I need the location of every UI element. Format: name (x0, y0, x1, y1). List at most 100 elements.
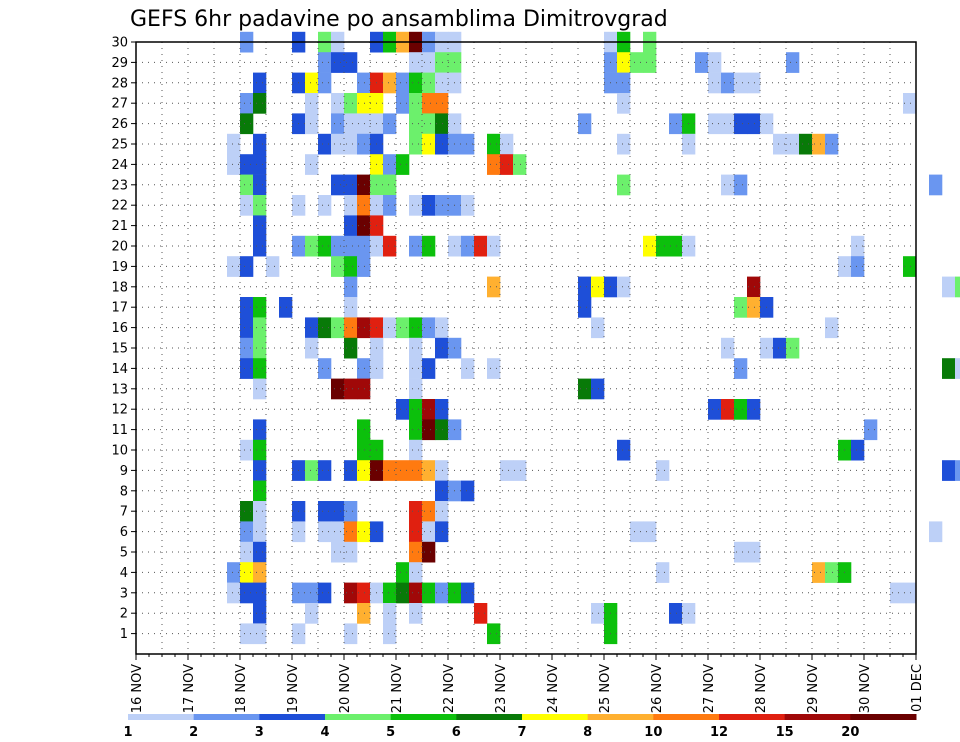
heatmap-cell (344, 582, 358, 604)
heatmap-cell (383, 317, 397, 339)
heatmap-cell (396, 154, 410, 175)
heatmap-cell (721, 399, 735, 420)
colorbar-label: 6 (452, 725, 461, 740)
x-tick-label: 28 NOV (754, 664, 769, 713)
heatmap-cell (344, 113, 358, 135)
heatmap-cell (409, 358, 423, 379)
heatmap-cell (331, 133, 345, 155)
heatmap-cell (383, 235, 397, 257)
colorbar-segment (719, 714, 786, 720)
heatmap-cell (591, 603, 605, 624)
heatmap-cell (500, 460, 514, 481)
heatmap-cell (305, 235, 319, 257)
heatmap-cell (331, 501, 345, 522)
heatmap-cell (383, 154, 397, 175)
grid-lines (136, 41, 916, 654)
heatmap-cell (305, 582, 319, 604)
x-tick-label: 23 NOV (494, 664, 509, 713)
heatmap-cell (747, 113, 761, 135)
y-tick-label: 4 (120, 566, 128, 581)
colorbar-segment (193, 714, 260, 720)
heatmap-cell (617, 133, 631, 155)
heatmap-cell (786, 337, 800, 359)
y-tick-label: 23 (111, 178, 128, 193)
heatmap-cell (383, 623, 397, 645)
heatmap-cell (435, 480, 449, 502)
heatmap-cell (409, 603, 423, 624)
heatmap-cell (240, 317, 254, 339)
heatmap-cell (383, 72, 397, 94)
heatmap-cell (357, 215, 371, 237)
heatmap-cell (305, 113, 319, 135)
heatmap-cell (747, 72, 761, 94)
heatmap-cell (318, 582, 332, 604)
heatmap-cell (240, 337, 254, 359)
y-tick-label: 15 (111, 342, 128, 357)
colorbar-segment (325, 714, 392, 720)
heatmap-cell (656, 460, 670, 481)
x-tick-label: 30 NOV (858, 664, 873, 713)
heatmap-cell (708, 113, 722, 135)
heatmap-cell (461, 195, 475, 216)
colorbar-segment (522, 714, 589, 720)
y-tick-label: 14 (111, 362, 128, 377)
heatmap-cell (435, 419, 449, 441)
heatmap-cell (461, 133, 475, 155)
heatmap-cell (825, 317, 839, 339)
y-tick-label: 5 (120, 546, 128, 561)
y-tick-label: 10 (111, 444, 128, 459)
heatmap-cell (279, 297, 293, 318)
colorbar-label: 3 (255, 725, 264, 740)
heatmap-cell (305, 93, 319, 114)
heatmap-cell (864, 419, 878, 441)
heatmap-cell (344, 276, 358, 298)
heatmap-cell (708, 399, 722, 420)
heatmap-cell (253, 521, 267, 543)
heatmap-cell (656, 562, 670, 583)
heatmap-cell (344, 52, 358, 73)
heatmap-cell (734, 399, 748, 420)
heatmap-cell (383, 603, 397, 624)
y-tick-label: 20 (111, 240, 128, 255)
colorbar-label: 5 (386, 725, 395, 740)
heatmap-cell (344, 256, 358, 277)
heatmap-cell (240, 541, 254, 563)
heatmap-cell (422, 93, 436, 114)
heatmap-cell (617, 52, 631, 73)
heatmap-cell (747, 541, 761, 563)
heatmap-cell (227, 133, 241, 155)
heatmap-cell (435, 337, 449, 359)
heatmap-cell (318, 52, 332, 73)
heatmap-cell (734, 174, 748, 196)
colorbar-label: 4 (320, 725, 329, 740)
y-tick-label: 12 (111, 403, 128, 418)
heatmap-cell (851, 256, 865, 277)
heatmap-cell (409, 72, 423, 94)
heatmap-cell (734, 113, 748, 135)
heatmap-cell (240, 154, 254, 175)
heatmap-cell (318, 521, 332, 543)
heatmap-cell (422, 358, 436, 379)
y-tick-label: 24 (111, 158, 128, 173)
y-tick-label: 3 (120, 586, 128, 601)
heatmap-cell (409, 337, 423, 359)
heatmap-cell (253, 439, 267, 461)
heatmap-cell (253, 623, 267, 645)
colorbar-segment (456, 714, 523, 720)
heatmap-cell (253, 133, 267, 155)
y-tick-label: 6 (120, 525, 128, 540)
heatmap-cell (253, 460, 267, 481)
heatmap-cell (903, 93, 917, 114)
heatmap-cell (331, 93, 345, 114)
y-tick-label: 18 (111, 280, 128, 295)
heatmap-cell (630, 521, 644, 543)
heatmap-cell (253, 480, 267, 502)
heatmap-cell (734, 358, 748, 379)
heatmap-cell (487, 623, 501, 645)
heatmap-cell (253, 215, 267, 237)
x-tick-label: 25 NOV (598, 664, 613, 713)
heatmap-cell (240, 195, 254, 216)
heatmap-cell (487, 276, 501, 298)
heatmap-cell (396, 317, 410, 339)
x-tick-label: 21 NOV (390, 664, 405, 713)
